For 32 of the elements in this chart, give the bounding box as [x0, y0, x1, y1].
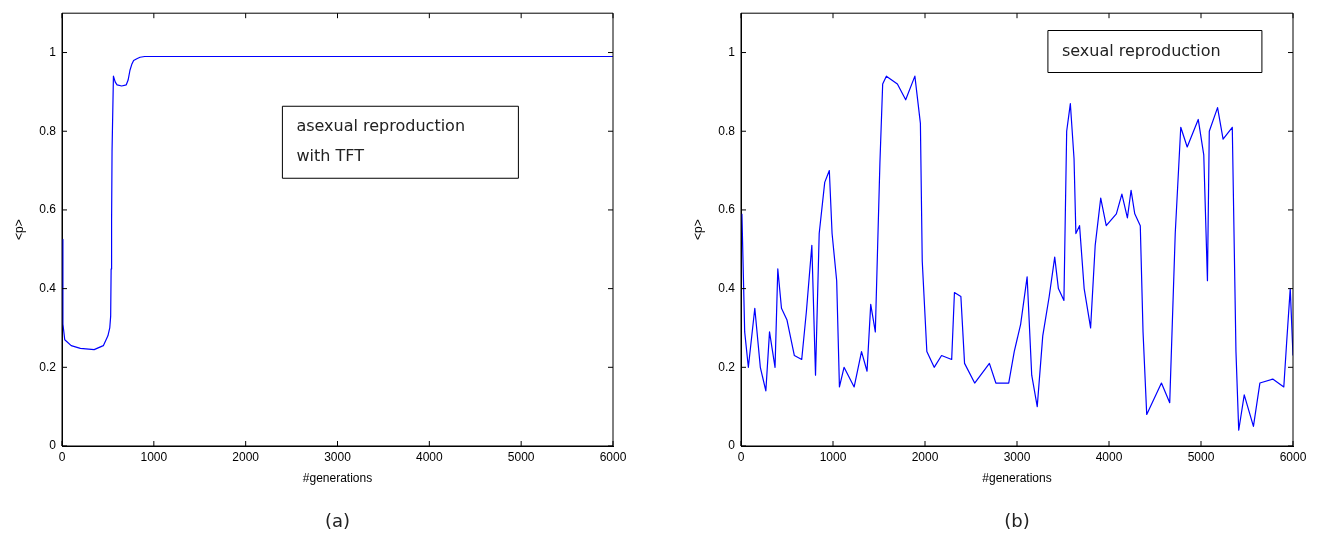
x-tick-label: 5000	[1187, 449, 1215, 464]
x-tick-label: 2000	[232, 449, 260, 464]
text: (a)	[324, 509, 351, 531]
y-tick-label: 0	[728, 438, 736, 453]
annotation: sexual reproduction	[1061, 40, 1221, 60]
x-tick-label: 3000	[324, 449, 352, 464]
y-tick-label: 1	[728, 44, 736, 59]
y-tick-label: 1	[49, 44, 57, 59]
x-tick-label: 3000	[1003, 449, 1031, 464]
x-axis-title: #generations	[982, 471, 1052, 486]
y-tick-label: 0.8	[718, 123, 736, 138]
x-tick-label: 5000	[507, 449, 535, 464]
x-tick-label: 6000	[599, 449, 627, 464]
y-tick-label: 0.8	[39, 123, 57, 138]
annotation: asexual reproduction with TFT	[296, 116, 466, 166]
x-tick-label: 4000	[1095, 449, 1123, 464]
x-axis-title: #generations	[302, 471, 373, 486]
x-tick-label: 4000	[415, 449, 443, 464]
y-tick-label: 0.2	[39, 359, 57, 374]
x-tick-label: 2000	[911, 449, 939, 464]
x-tick-label: 6000	[1279, 449, 1307, 464]
y-tick-label: 0	[49, 438, 57, 453]
y-tick-label: 0.6	[718, 202, 736, 217]
y-tick-label: 0.4	[718, 280, 736, 295]
text: (b)	[1004, 509, 1030, 531]
y-tick-label: 0.4	[39, 280, 57, 295]
x-tick-label: 1000	[140, 449, 168, 464]
y-tick-label: 0.2	[718, 359, 736, 374]
y-axis-title: <p>	[690, 219, 705, 240]
x-tick-label: 1000	[819, 449, 847, 464]
y-axis-title: <p>	[11, 219, 26, 240]
y-tick-label: 0.6	[39, 202, 57, 217]
